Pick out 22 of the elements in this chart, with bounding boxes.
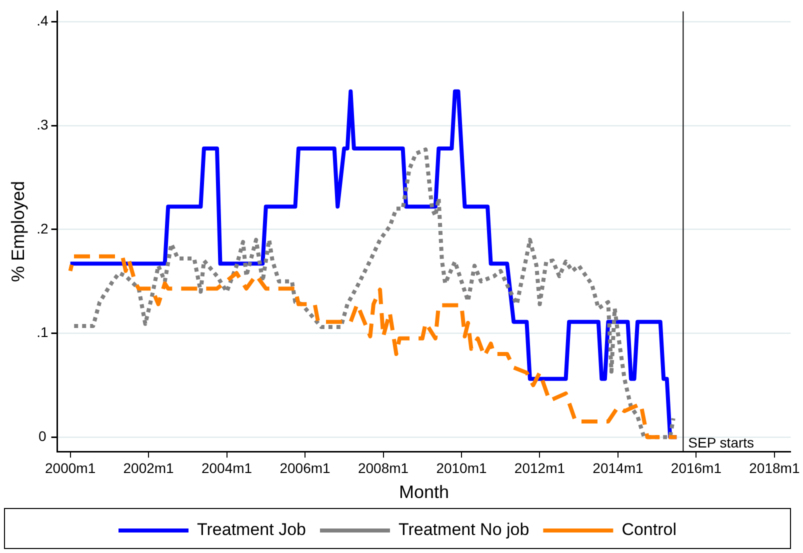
legend-label: Control [622, 520, 676, 540]
x-tick-label: 2000m1 [45, 460, 96, 476]
y-tick-label: .4 [36, 12, 48, 29]
legend-label: Treatment No job [398, 520, 530, 540]
line-series [68, 254, 679, 440]
x-tick-label: 2018m1 [749, 460, 800, 476]
y-tick-label: .3 [36, 116, 48, 132]
x-tick-label: 2012m1 [514, 460, 566, 476]
ref-line-label: SEP starts [688, 434, 754, 450]
legend-label: Treatment Job [197, 520, 306, 540]
y-axis-title: % Employed [8, 180, 28, 282]
x-axis-title: Month [398, 482, 450, 502]
x-tick-label: 2006m1 [280, 460, 331, 476]
x-tick-label: 2008m1 [358, 460, 409, 476]
x-tick-label: 2004m1 [201, 460, 252, 476]
x-tick-label: 2010m1 [436, 460, 488, 476]
y-tick-label: 0 [38, 428, 47, 444]
y-tick-label: .1 [36, 324, 48, 340]
x-tick-label: 2014m1 [592, 460, 644, 476]
x-tick-label: 2002m1 [123, 460, 174, 476]
y-tick-label: .2 [36, 220, 48, 236]
x-tick-label: 2016m1 [670, 460, 722, 476]
